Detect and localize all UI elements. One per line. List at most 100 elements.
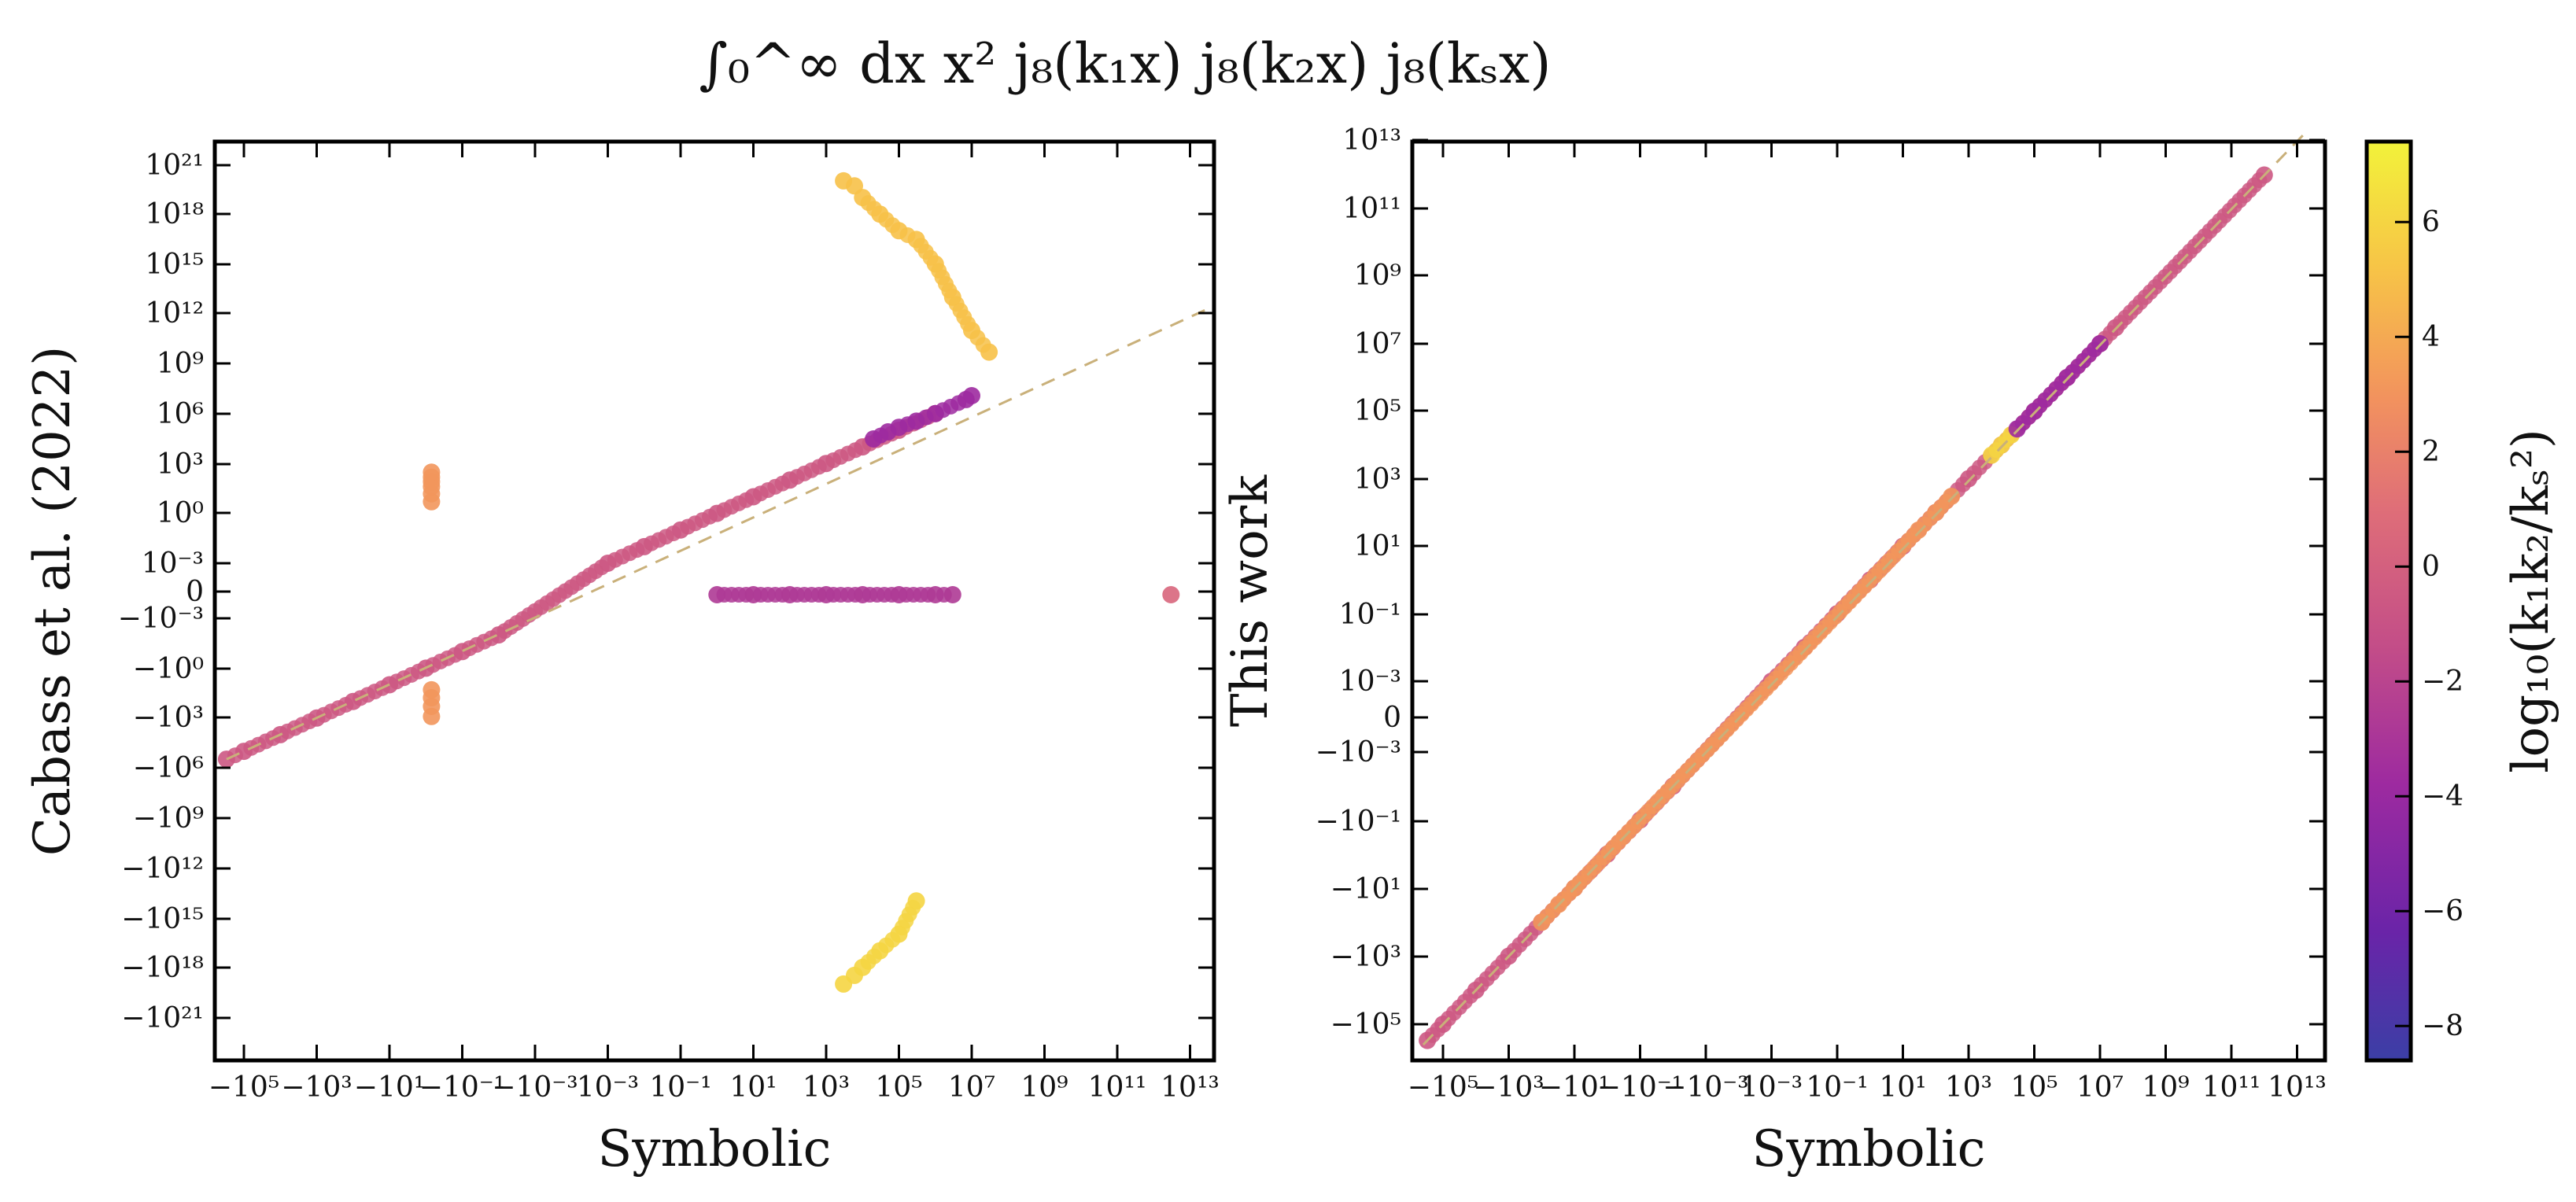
colorbar-ticks: 6 4 2 0 −2 −4 −6 −8: [2395, 206, 2463, 1042]
y-tick-label: −10⁻³: [1316, 736, 1401, 769]
y-tick-label: −10⁹: [133, 802, 204, 835]
x-tick-label: −10³: [281, 1071, 352, 1104]
x-tick-label: 10¹: [1879, 1071, 1926, 1104]
x-tick-label: −10⁻³: [1663, 1071, 1748, 1104]
left-reference-line: [226, 304, 1215, 761]
left-x-axis-label: Symbolic: [598, 1120, 832, 1178]
x-tick-label: −10³: [1473, 1071, 1544, 1104]
left-x-ticks: −10⁵ −10³ −10¹−10⁻¹−10⁻³10⁻³ 10⁻¹ 10¹ 10³ 10⁵ 1…: [209, 142, 1220, 1104]
x-tick-label: 10¹³: [2268, 1071, 2327, 1104]
right-y-axis-label: This work: [1221, 474, 1279, 727]
x-tick-label: 10¹¹: [1088, 1071, 1147, 1104]
y-tick-label: −10⁵: [1330, 1008, 1401, 1041]
l-point-yellow-lower-branch: [907, 892, 925, 910]
colorbar-tick-label: −6: [2422, 895, 2463, 927]
x-tick-label: −10¹: [354, 1071, 425, 1104]
y-tick-label: 10¹¹: [1342, 193, 1401, 225]
left-axes-frame: [212, 139, 1216, 1063]
x-tick-label: −10⁵: [1408, 1071, 1478, 1104]
y-tick-label: 10⁻³: [142, 548, 204, 580]
y-tick-label: −10¹²: [121, 853, 204, 885]
right-x-ticks: −10⁵−10³−10¹−10⁻¹−10⁻³10⁻³ 10⁻¹ 10¹ 10³ 10⁵ 1…: [1408, 142, 2327, 1104]
right-panel: −10⁵−10³−10¹−10⁻¹−10⁻³10⁻³ 10⁻¹ 10¹ 10³ 10⁵ 1…: [1221, 124, 2327, 1178]
x-tick-label: −10¹: [1539, 1071, 1610, 1104]
x-tick-label: 10⁻¹: [1806, 1071, 1868, 1104]
left-scatter-points: [217, 171, 1180, 993]
colorbar-tick-label: 4: [2422, 321, 2440, 353]
colorbar-tick-label: 0: [2422, 551, 2440, 583]
y-tick-label: 10³: [1354, 463, 1401, 496]
y-tick-label: 10²¹: [145, 149, 204, 182]
colorbar-tick-label: 6: [2422, 206, 2440, 238]
x-tick-label: −10⁻³: [492, 1071, 578, 1104]
x-tick-label: 10⁻³: [1740, 1071, 1803, 1104]
left-y-axis-label: Cabass et al. (2022): [24, 346, 82, 856]
colorbar-gradient: [2367, 142, 2411, 1060]
y-tick-label: −10¹⁵: [121, 903, 204, 935]
y-tick-label: 10⁹: [157, 348, 204, 380]
r-point-orange-segment: [1943, 488, 1961, 505]
x-tick-label: 10⁷: [2076, 1071, 2124, 1104]
y-tick-label: 10⁰: [157, 497, 204, 529]
left-y-ticks: 10²¹ 10¹⁸ 10¹⁵ 10¹² 10⁹ 10⁶ 10³ 10⁰ 10⁻³0−10⁻³ −1…: [118, 149, 1214, 1034]
y-tick-label: −10²¹: [121, 1002, 204, 1034]
y-tick-label: 10¹⁸: [145, 198, 204, 230]
y-tick-label: −10³: [1330, 941, 1401, 973]
colorbar-tick-label: −8: [2422, 1010, 2463, 1042]
right-x-axis-label: Symbolic: [1752, 1120, 1986, 1178]
left-panel: −10⁵ −10³ −10¹−10⁻¹−10⁻³10⁻³ 10⁻¹ 10¹ 10³ 10⁵ 1…: [24, 139, 1220, 1178]
y-tick-label: −10³: [133, 702, 204, 734]
right-y-ticks: 10¹³ 10¹¹ 10⁹ 10⁷ 10⁵ 10³ 10¹ 10⁻¹ 10⁻³ 0−10⁻³ −10…: [1316, 124, 2325, 1041]
colorbar-frame: [2364, 139, 2413, 1063]
x-tick-label: 10⁵: [2010, 1071, 2057, 1104]
x-tick-label: 10⁷: [948, 1071, 995, 1104]
y-tick-label: 10⁷: [1354, 328, 1401, 360]
l-point-orange-low-x-cluster: [423, 463, 441, 481]
l-point-orange-neg-cluster: [423, 707, 441, 725]
y-tick-label: 10⁶: [157, 398, 204, 430]
y-tick-label: 10¹³: [1342, 124, 1401, 157]
l-point-purple-upper: [963, 387, 980, 404]
x-tick-label: 10⁹: [2142, 1071, 2189, 1104]
y-tick-label: 0: [1383, 702, 1401, 734]
y-tick-label: 10⁹: [1354, 260, 1401, 292]
colorbar: 6 4 2 0 −2 −4 −6 −8 log₁₀(k₁k₂/kₛ²): [2364, 139, 2560, 1063]
l-point-zero-row: [943, 586, 961, 603]
y-tick-label: 10¹: [1354, 530, 1401, 562]
x-tick-label: 10³: [1945, 1071, 1992, 1104]
x-tick-label: 10¹: [729, 1071, 777, 1104]
colorbar-tick-label: 2: [2422, 436, 2440, 468]
x-tick-label: −10⁻¹: [419, 1071, 505, 1104]
l-point-yellow-upper-branch: [980, 343, 998, 361]
x-tick-label: 10¹³: [1161, 1071, 1220, 1104]
y-tick-label: 10⁵: [1354, 395, 1401, 427]
x-tick-label: 10³: [803, 1071, 850, 1104]
y-tick-label: 10¹⁵: [145, 249, 204, 281]
l-identity-line: [226, 304, 1215, 761]
figure-title: ∫₀^∞ dx x² j₈(k₁x) j₈(k₂x) j₈(kₛx): [699, 31, 1551, 96]
x-tick-label: 10⁻³: [577, 1071, 639, 1104]
right-axes-frame: [1410, 139, 2327, 1063]
colorbar-tick-label: −2: [2422, 666, 2463, 698]
y-tick-label: −10¹⁸: [121, 952, 204, 984]
y-tick-label: −10⁶: [133, 752, 204, 784]
y-tick-label: −10⁻¹: [1316, 806, 1401, 838]
y-tick-label: 10⁻³: [1339, 666, 1401, 698]
y-tick-label: 10³: [157, 448, 204, 481]
colorbar-tick-label: −4: [2422, 780, 2463, 813]
l-point-outlier: [1162, 586, 1180, 603]
x-tick-label: 10¹¹: [2202, 1071, 2261, 1104]
x-tick-label: 10⁹: [1020, 1071, 1068, 1104]
x-tick-label: −10⁵: [209, 1071, 279, 1104]
colorbar-label: log₁₀(k₁k₂/kₛ²): [2502, 429, 2560, 773]
y-tick-label: 0: [186, 576, 204, 608]
x-tick-label: 10⁵: [875, 1071, 922, 1104]
y-tick-label: −10⁰: [133, 653, 204, 685]
x-tick-label: −10⁻¹: [1597, 1071, 1683, 1104]
x-tick-label: 10⁻¹: [649, 1071, 711, 1104]
y-tick-label: 10⁻¹: [1339, 599, 1401, 631]
y-tick-label: −10⁻³: [118, 603, 204, 635]
y-tick-label: 10¹²: [145, 297, 204, 330]
y-tick-label: −10¹: [1330, 873, 1401, 905]
